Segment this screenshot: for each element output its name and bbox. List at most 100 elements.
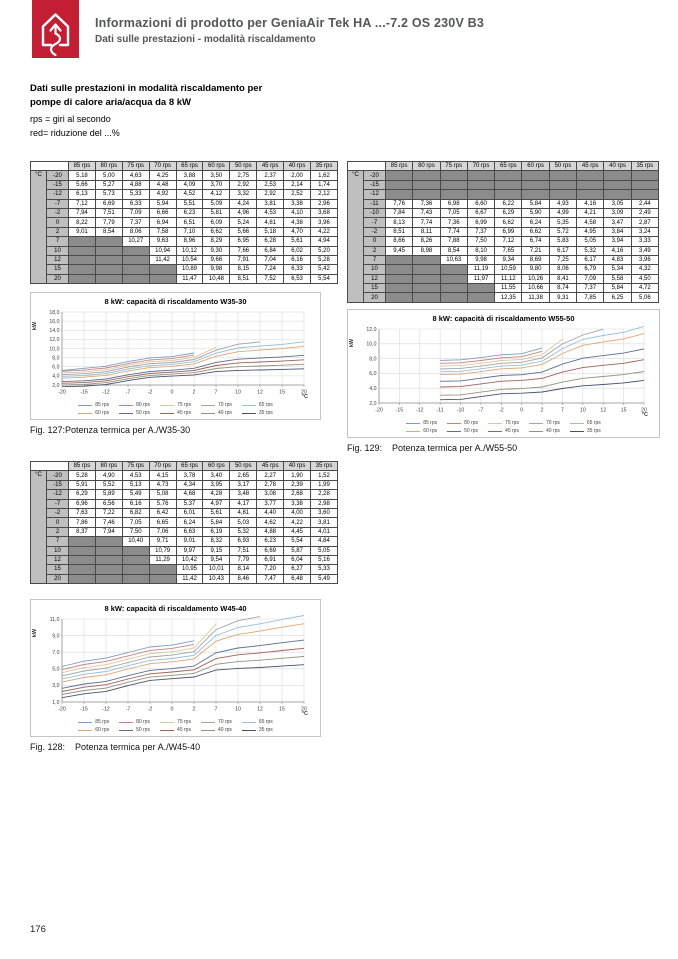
value-cell: 5,84 [521,198,550,209]
legend-label: 85 rps [95,719,110,725]
legend-swatch [200,412,215,414]
empty-cell [576,170,605,181]
value-cell: 9,66 [202,254,231,266]
value-cell: 6,63 [175,526,204,538]
value-cell: 4,32 [630,264,660,275]
empty-cell [576,189,605,200]
legend-swatch [160,412,175,414]
legend-swatch [569,430,584,432]
value-cell: 5,49 [121,489,150,500]
value-cell: 6,01 [175,507,204,519]
value-cell: 8,15 [229,264,258,275]
svg-text:18,0: 18,0 [49,310,59,316]
legend-item: 35 rps [241,410,273,416]
column-header: 60 rps [202,160,231,172]
value-cell: 4,83 [603,254,632,266]
empty-cell [68,273,96,285]
legend-swatch [488,430,503,432]
value-cell: 5,83 [548,236,578,247]
table-row: 7 10,40 9,71 9,01 8,32 6,93 6,23 5,54 4,84 [31,536,338,547]
chart-svg: 1,03,05,07,09,011,0-20 -15 -12 -7 -2 0 2 7 10 12 1… [50,615,308,716]
column-header: 50 rps [229,460,258,472]
value-cell: 7,79 [229,554,258,566]
empty-cell [68,254,96,266]
svg-text:10: 10 [580,408,586,414]
unit-cell: °C [347,170,364,303]
value-cell: 5,72 [548,226,578,238]
empty-cell [384,292,414,303]
value-cell: 6,53 [283,273,312,285]
chart-w45-40: 8 kW: capacità di riscaldamento W45-40 k… [30,599,321,737]
note-rps: rps = giri al secondo [30,113,111,124]
value-cell: 2,68 [283,489,312,500]
empty-cell [94,536,123,547]
value-cell: 11,29 [148,554,177,566]
value-cell: 4,25 [148,170,177,181]
intro-section: Dati sulle prestazioni in modalità risca… [30,82,262,138]
value-cell: 4,99 [548,207,578,219]
empty-cell [68,264,96,275]
empty-cell [466,170,496,181]
value-cell: 5,33 [121,189,150,200]
value-cell: 5,51 [175,198,204,209]
column-header: 40 rps [283,160,312,172]
value-cell: 5,42 [310,264,338,275]
legend-swatch [160,404,175,406]
table-row: -12 6,13 5,73 5,33 4,92 4,52 4,12 3,32 2,92 2,52 2… [31,189,338,200]
value-cell: 7,22 [94,507,123,519]
corner-cell [347,160,386,172]
empty-cell [439,283,468,294]
svg-text:-20: -20 [58,707,66,713]
chart-w35-30: 8 kW: capacità di riscaldamento W35-30 k… [30,292,321,420]
value-cell: 7,85 [576,292,605,303]
value-cell: 7,51 [94,207,123,219]
value-cell: 4,34 [175,479,204,491]
empty-cell [94,273,123,285]
svg-text:-20: -20 [375,408,383,414]
value-cell: 7,52 [256,273,285,285]
table-row: 2 8,37 7,94 7,50 7,06 6,63 6,19 5,32 4,88 4,45 4,0… [31,526,338,538]
value-cell: 6,33 [121,198,150,209]
legend-label: 80 rps [136,719,151,725]
value-cell: 7,24 [256,264,285,275]
value-cell: 6,69 [256,545,285,556]
legend-swatch [200,729,215,731]
value-cell: 7,58 [148,226,177,238]
column-header: 35 rps [310,160,338,172]
value-cell: 2,49 [630,207,660,219]
value-cell: 6,94 [148,217,177,228]
empty-cell [466,179,496,191]
legend-label: 65 rps [258,719,273,725]
empty-cell [121,573,150,585]
legend-item: 35 rps [569,428,601,434]
value-cell: 7,43 [412,207,441,219]
legend-swatch [78,721,93,723]
value-cell: 6,96 [68,498,96,509]
corner-cell [30,160,69,172]
table-row: 7 10,27 9,63 8,96 8,29 6,95 6,28 5,61 4,94 [31,236,338,247]
value-cell: 8,37 [68,526,96,538]
empty-cell [630,189,660,200]
value-cell: 5,91 [68,479,96,491]
table-row: -10 7,84 7,43 7,05 6,67 6,29 5,90 4,99 4,21 3,09 2… [348,207,660,219]
empty-cell [412,273,441,285]
value-cell: 8,54 [439,245,468,256]
empty-cell [94,554,123,566]
value-cell: 4,00 [283,507,312,519]
empty-cell [68,245,96,256]
empty-cell [412,170,441,181]
performance-table: 85 rps 80 rps 75 rps 70 rps 65 rps 60 rps 50 r… [30,160,338,285]
value-cell: 3,48 [229,489,258,500]
svg-text:16,0: 16,0 [49,319,59,325]
column-header: 80 rps [412,160,441,172]
value-cell: 5,33 [310,564,338,575]
row-label: 12 [46,254,69,266]
value-cell: 6,17 [576,254,605,266]
value-cell: 3,50 [202,170,231,181]
value-cell: 6,79 [576,264,605,275]
value-cell: 11,47 [175,273,204,285]
value-cell: 4,22 [283,517,312,528]
legend-item: 85 rps [78,719,109,725]
value-cell: 6,66 [148,207,177,219]
empty-cell [121,564,150,575]
